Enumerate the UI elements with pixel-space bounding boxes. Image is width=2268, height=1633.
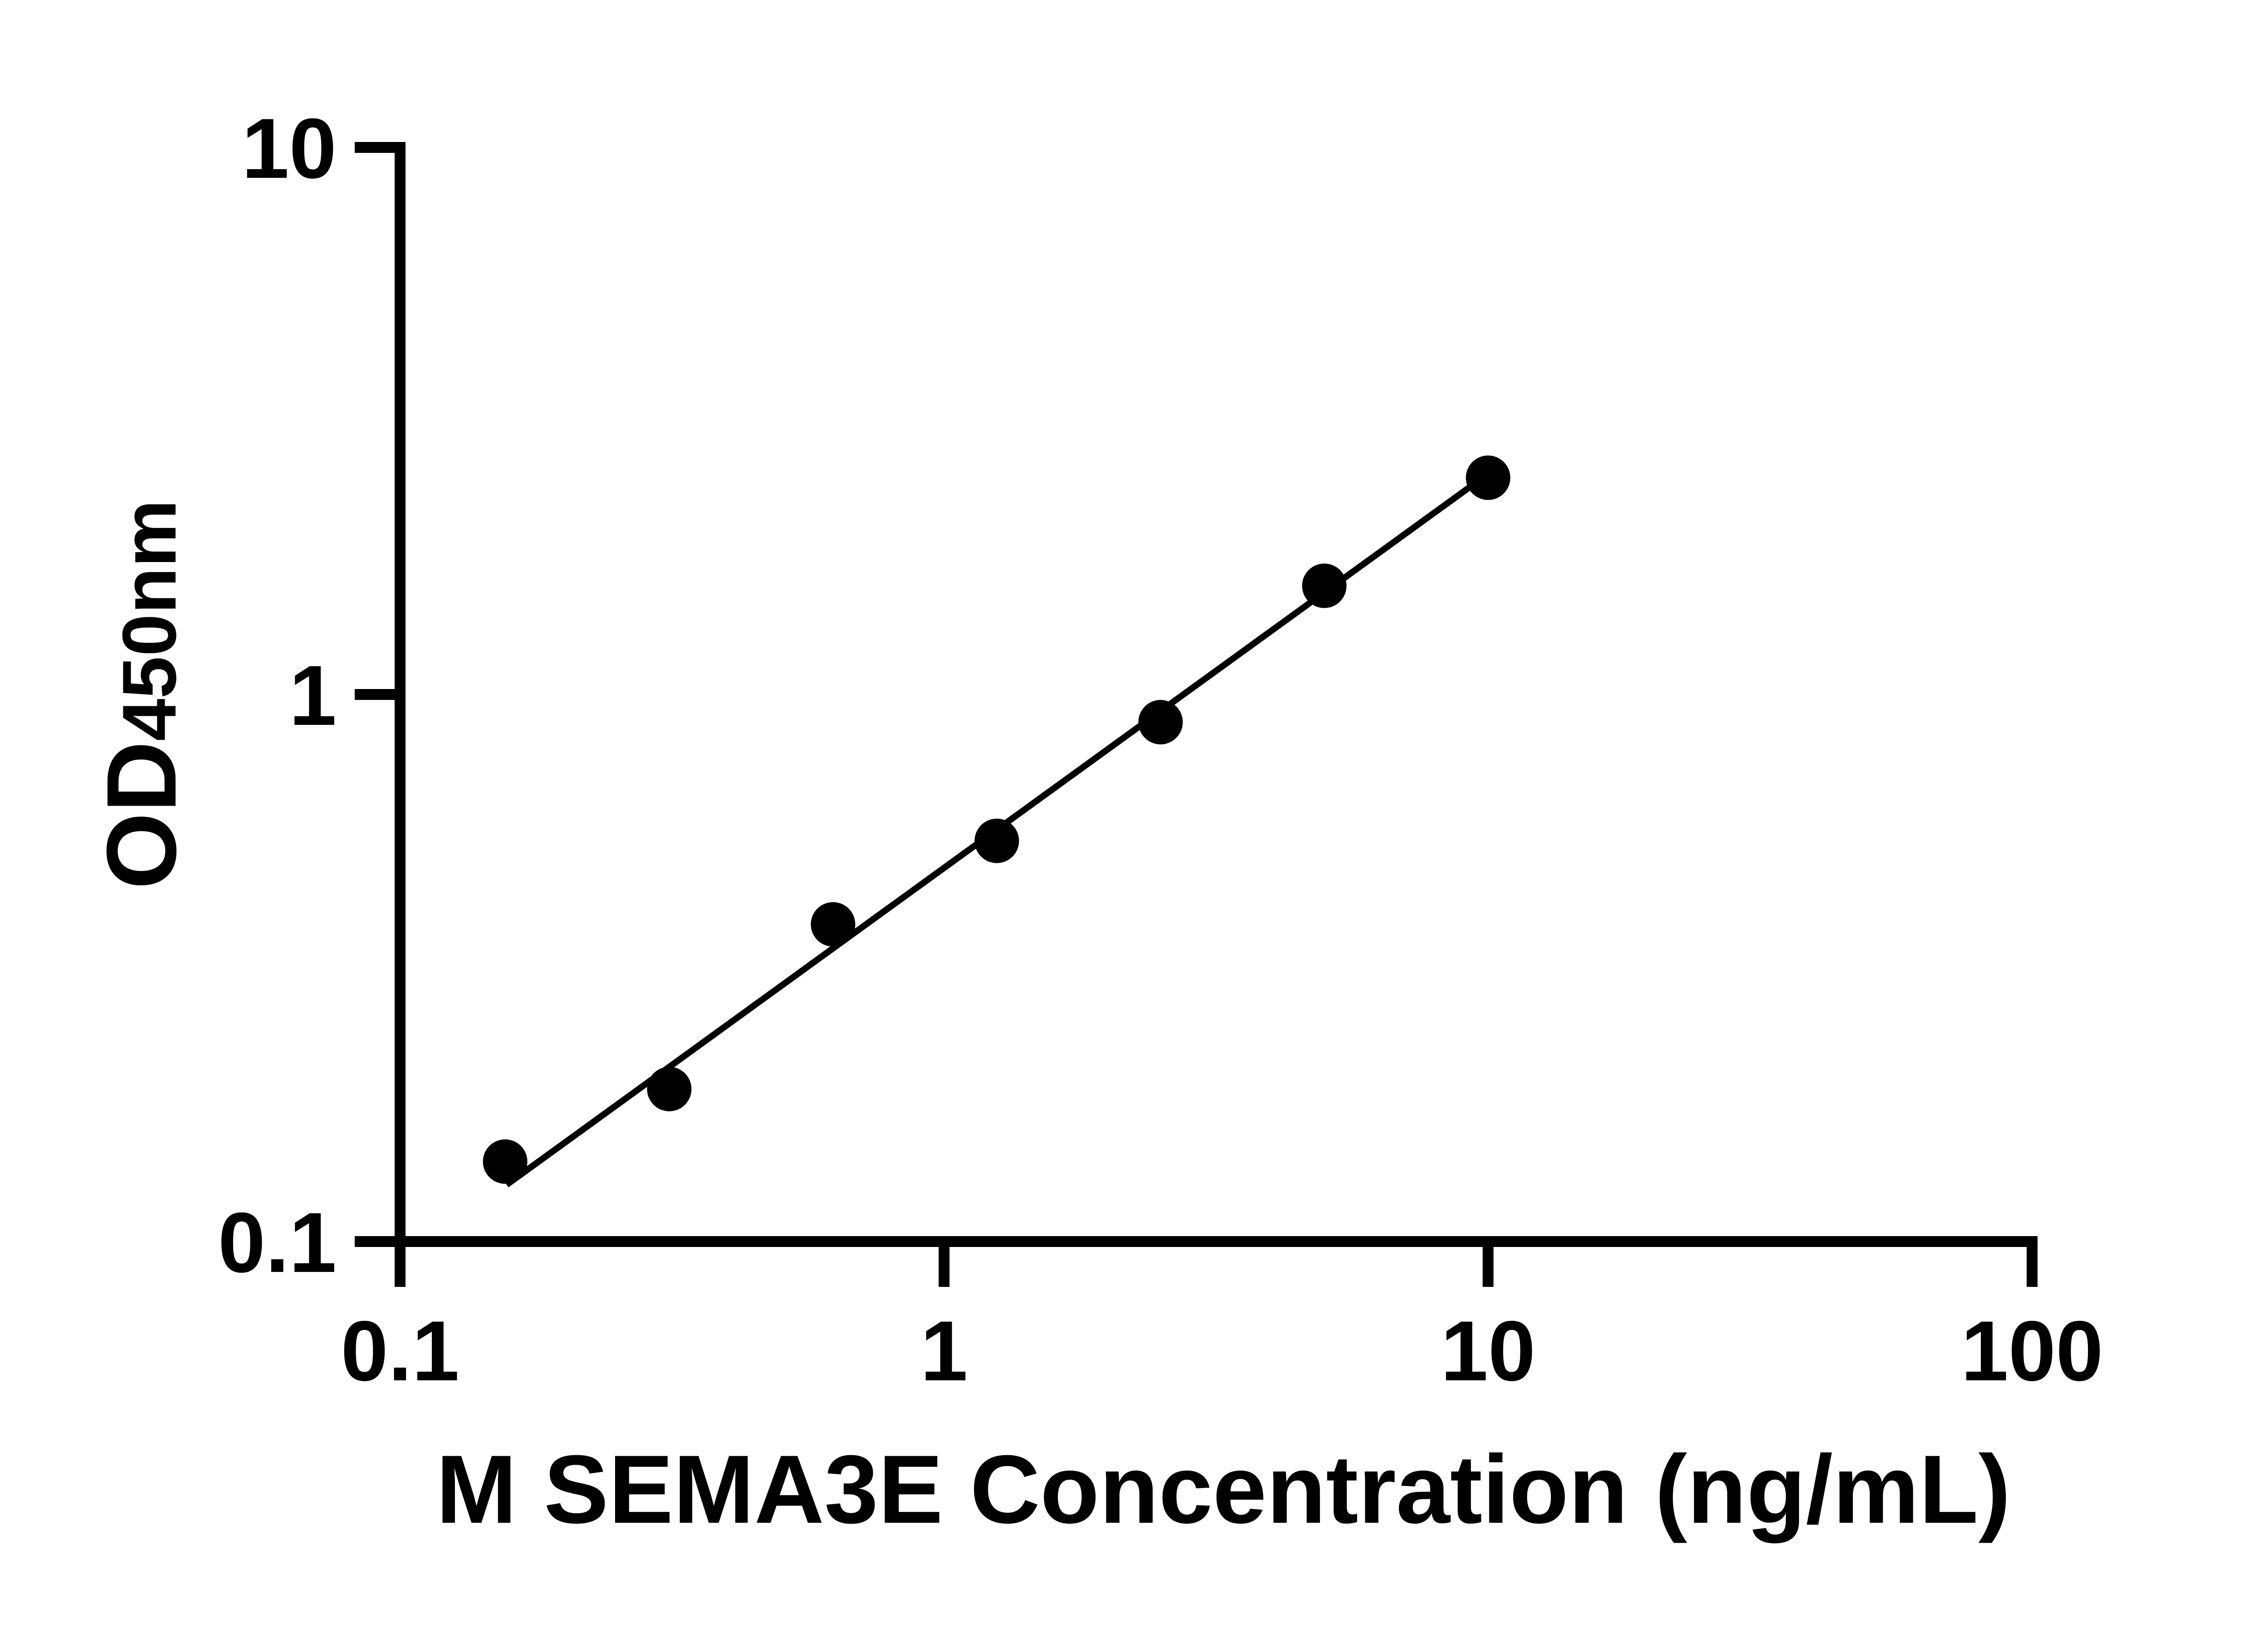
- x-tick: [395, 1247, 406, 1287]
- y-tick: [355, 142, 395, 153]
- y-tick-label: 10: [242, 101, 337, 196]
- x-axis-ticks: [395, 1247, 2038, 1287]
- y-tick-label: 0.1: [218, 1195, 337, 1290]
- y-tick-label: 1: [289, 648, 337, 743]
- y-axis-tick-labels: 0.1 1 10: [218, 101, 337, 1290]
- data-point: [483, 1139, 528, 1184]
- data-point: [647, 1066, 692, 1111]
- x-tick: [938, 1247, 950, 1287]
- y-axis-title-subscript: 450nm: [107, 499, 192, 741]
- x-tick-label: 10: [1441, 1303, 1535, 1398]
- data-point: [1302, 563, 1347, 608]
- x-tick: [1482, 1247, 1494, 1287]
- data-point: [974, 818, 1019, 863]
- y-axis-title: OD450nm: [87, 499, 197, 889]
- x-tick-label: 1: [920, 1303, 968, 1398]
- x-tick-label: 100: [1961, 1303, 2103, 1398]
- x-tick: [2026, 1247, 2038, 1287]
- x-axis-tick-labels: 0.1 1 10 100: [341, 1303, 2103, 1398]
- y-tick: [355, 1236, 395, 1247]
- x-axis-title: M SEMA3E Concentration (ng/mL): [436, 1435, 2011, 1544]
- data-point: [1138, 700, 1183, 745]
- data-point: [811, 902, 855, 947]
- data-point: [1466, 455, 1510, 500]
- x-tick-label: 0.1: [341, 1303, 459, 1398]
- y-axis-line: [395, 142, 406, 1247]
- y-tick: [355, 689, 395, 700]
- data-points-group: [483, 455, 1510, 1184]
- y-axis-ticks: [355, 142, 395, 1247]
- y-axis-title-main: OD: [87, 741, 197, 890]
- x-axis-line: [395, 1236, 2038, 1247]
